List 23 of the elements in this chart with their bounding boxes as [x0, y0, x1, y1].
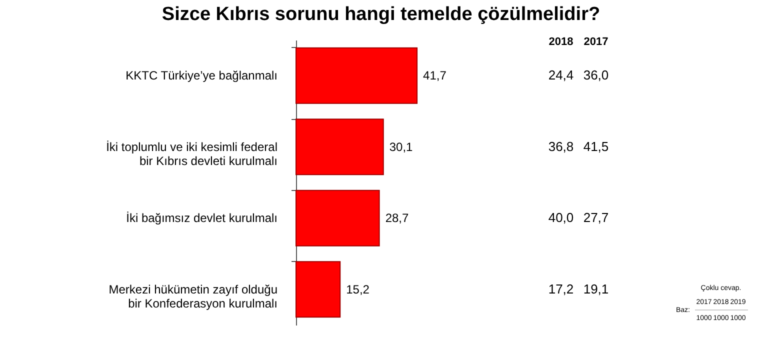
y-tick-label: İki toplumlu ve iki kesimli federal bir Kıbrıs devleti kurulmalı — [106, 140, 278, 168]
y-tick-label: İki bağımsız devlet kurulmalı — [126, 211, 278, 226]
bar — [296, 261, 341, 318]
y-tick-label: Merkezi hükümetin zayıf olduğu bir Konfederasyon kurulmalı — [108, 282, 278, 310]
bar — [296, 190, 380, 246]
text: 17,2 — [548, 281, 574, 296]
text: 41,5 — [583, 138, 609, 154]
text: 36,0 — [583, 68, 609, 83]
bar — [296, 118, 384, 176]
text: 27,7 — [583, 210, 609, 226]
y-tick-label: KKTC Türkiye’ye bağlanmalı — [126, 68, 278, 83]
chart-title: Sizce Kıbrıs sorunu hangi temelde çözülmelidir? — [162, 4, 600, 25]
text: 40,0 — [548, 210, 574, 226]
text: 2017 — [584, 36, 608, 48]
bar — [296, 47, 418, 104]
text: 24,4 — [548, 68, 574, 83]
data-label: 41,7 — [423, 68, 447, 83]
data-label: 30,1 — [389, 140, 414, 154]
data-label: 28,7 — [385, 211, 409, 226]
text: 19,1 — [583, 281, 609, 296]
text: 36,8 — [548, 138, 574, 154]
data-label: 15,2 — [346, 282, 370, 296]
text: 2018 — [548, 36, 574, 48]
